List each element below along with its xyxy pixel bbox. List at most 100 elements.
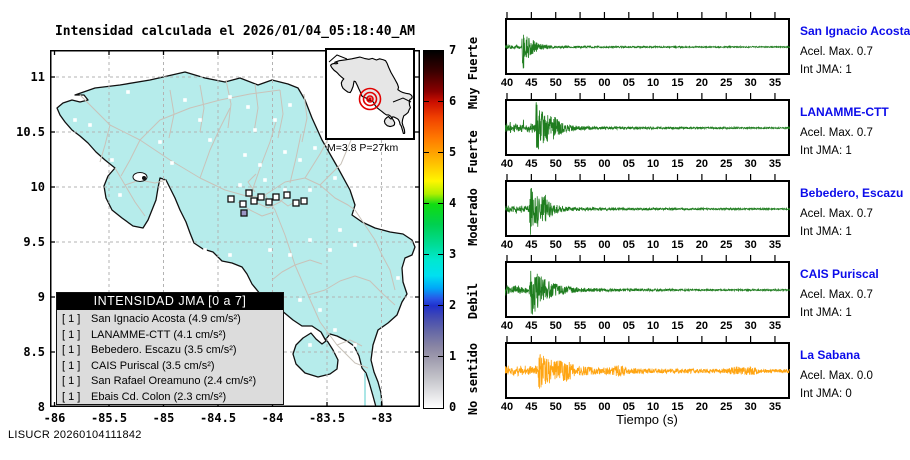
map-y-tick-label: 9.5: [23, 235, 45, 249]
waveform-trace: [505, 354, 790, 389]
intensity-legend: INTENSIDAD JMA [0 a 7] [ 1 ] San Ignacio…: [56, 292, 284, 405]
seismo-time-tick-label: 50: [549, 239, 562, 251]
seismo-time-tick-label: 35: [768, 401, 782, 413]
seismo-accel-max-label: Acel. Max. 0.7: [800, 289, 873, 301]
seismo-time-tick-label: 40: [500, 158, 514, 170]
colorbar-tick: [438, 356, 443, 357]
seismo-time-tick-label: 05: [622, 401, 635, 413]
epicenter-inset-map: [325, 48, 415, 140]
seismo-time-tick-label: 10: [647, 239, 660, 251]
seismogram-panel: [505, 255, 790, 318]
map-x-tick-label: -86: [43, 411, 66, 425]
seismo-time-tick-label: 15: [671, 239, 684, 251]
seismo-station-name: La Sabana: [800, 348, 861, 362]
seismo-time-tick-label: 00: [598, 158, 611, 170]
seismo-time-tick-label: 20: [695, 401, 708, 413]
map-x-tick-label: -83.5: [308, 411, 346, 425]
seismo-station-name: Bebedero, Escazu: [800, 186, 904, 200]
colorbar-number: 7: [449, 43, 457, 57]
colorbar-tick: [424, 101, 429, 102]
seismo-time-tick-label: 40: [500, 401, 514, 413]
seismo-time-tick-label: 15: [671, 77, 684, 89]
legend-entry-intensity: [ 1 ]: [62, 375, 81, 387]
colorbar-tick: [424, 203, 429, 204]
map-y-tick-label: 8.5: [23, 345, 45, 359]
legend-entry-name: Ebais Cd. Colon (2.3 cm/s²): [88, 390, 227, 403]
seismo-time-tick-label: 40: [500, 239, 514, 251]
seismo-time-tick-label: 50: [549, 158, 562, 170]
colorbar-tick: [438, 101, 443, 102]
seismo-time-tick-label: 45: [525, 320, 538, 332]
seismo-time-tick-label: 40: [500, 320, 514, 332]
waveform-trace: [505, 187, 790, 235]
seismo-time-tick-label: 05: [622, 239, 635, 251]
seismo-int-jma-label: Int JMA: 0: [800, 388, 852, 400]
waveform-trace: [505, 102, 790, 150]
seismo-x-axis-label: Tiempo (s): [616, 412, 678, 427]
magnitude-depth-label: M=3.8 P=27km: [327, 142, 399, 154]
watermark-id: LISUCR 20260104111842: [8, 429, 142, 441]
colorbar-tick: [438, 254, 443, 255]
intensity-station-markers: [227, 189, 308, 217]
costa-rica-map: [50, 50, 420, 407]
seismo-accel-max-label: Acel. Max. 0.7: [800, 208, 873, 220]
colorbar-number: 4: [449, 196, 457, 210]
seismo-time-tick-label: 55: [573, 158, 587, 170]
legend-entry-name: San Ignacio Acosta (4.9 cm/s²): [88, 313, 241, 325]
colorbar-tick: [438, 305, 443, 306]
seismo-time-tick-label: 05: [622, 320, 635, 332]
seismo-time-tick-label: 55: [573, 401, 587, 413]
seismo-time-tick-label: 35: [768, 239, 782, 251]
colorbar-tick: [424, 356, 429, 357]
legend-body: [ 1 ] San Ignacio Acosta (4.9 cm/s²) [ 1 …: [57, 310, 283, 405]
colorbar-number: 0: [449, 400, 457, 414]
seismo-time-tick-label: 35: [768, 77, 782, 89]
colorbar-tick: [424, 152, 429, 153]
seismo-time-tick-label: 35: [768, 158, 782, 170]
seismo-time-tick-label: 55: [573, 77, 587, 89]
legend-entry: [ 1 ] LANAMME-CTT (4.1 cm/s²): [57, 328, 283, 344]
legend-entry: [ 1 ] CAIS Puriscal (3.5 cm/s²): [57, 359, 283, 375]
seismo-accel-max-label: Acel. Max. 0.7: [800, 127, 873, 139]
map-y-tick-label: 11: [30, 70, 45, 84]
legend-entry-name: CAIS Puriscal (3.5 cm/s²): [88, 359, 215, 372]
seismo-time-tick-label: 30: [744, 77, 757, 89]
inset-panama-coast: [392, 97, 412, 103]
seismo-time-tick-label: 25: [720, 239, 733, 251]
map-x-tick-label: -84.5: [199, 411, 237, 425]
seismo-time-tick-label: 25: [720, 401, 733, 413]
seismo-time-tick-label: 50: [549, 320, 562, 332]
legend-entry-intensity: [ 1 ]: [62, 390, 81, 403]
inset-costa-rica: [330, 56, 413, 134]
seismo-time-tick-label: 05: [622, 158, 635, 170]
seismogram-panel: [505, 12, 790, 75]
seismo-accel-max-label: Acel. Max. 0.0: [800, 370, 873, 382]
legend-entry-intensity: [ 1 ]: [62, 359, 81, 372]
colorbar-number: 6: [449, 94, 457, 108]
seismo-int-jma-label: Int JMA: 1: [800, 145, 852, 157]
legend-entry-name: Bebedero. Escazu (3.5 cm/s²): [88, 344, 237, 356]
seismo-time-tick-label: 25: [720, 320, 733, 332]
seismo-time-tick-label: 05: [622, 77, 635, 89]
seismo-time-tick-label: 10: [647, 77, 660, 89]
seismo-time-tick-label: 00: [598, 77, 611, 89]
seismo-time-tick-label: 15: [671, 158, 684, 170]
seismogram-panel: [505, 174, 790, 237]
seismo-time-tick-label: 45: [525, 77, 538, 89]
seismo-int-jma-label: Int JMA: 1: [800, 226, 852, 238]
seismo-time-tick-label: 20: [695, 239, 708, 251]
legend-title: INTENSIDAD JMA [0 a 7]: [57, 293, 283, 310]
seismo-time-tick-label: 50: [549, 77, 562, 89]
seismo-time-tick-label: 30: [744, 239, 757, 251]
seismo-time-tick-label: 55: [573, 320, 587, 332]
legend-entry-intensity: [ 1 ]: [62, 344, 81, 356]
map-y-tick-label: 10: [30, 180, 45, 194]
colorbar-tick: [424, 305, 429, 306]
legend-entry-intensity: [ 1 ]: [62, 313, 81, 325]
seismo-int-jma-label: Int JMA: 1: [800, 307, 852, 319]
map-y-tick-label: 9: [37, 290, 45, 304]
colorbar-number: 5: [449, 145, 457, 159]
legend-entry: [ 1 ] Ebais Cd. Colon (2.3 cm/s²): [57, 390, 283, 406]
seismo-time-tick-label: 20: [695, 77, 708, 89]
